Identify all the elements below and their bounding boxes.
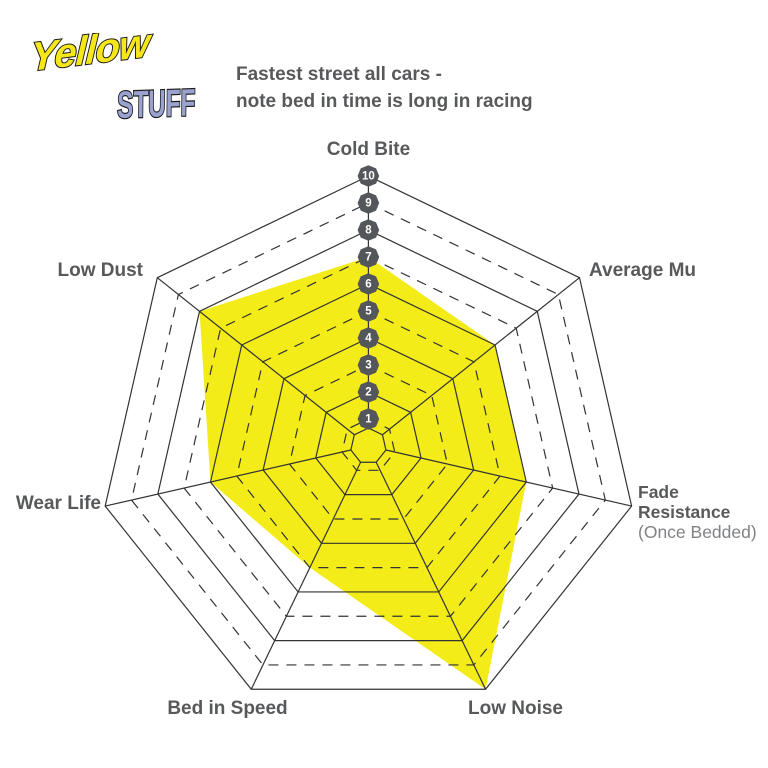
svg-text:8: 8 xyxy=(365,225,372,237)
svg-text:3: 3 xyxy=(365,360,371,372)
svg-text:2: 2 xyxy=(365,387,371,399)
svg-text:1: 1 xyxy=(365,414,372,426)
svg-text:9: 9 xyxy=(365,198,371,210)
svg-text:4: 4 xyxy=(365,333,372,345)
svg-text:7: 7 xyxy=(365,252,371,264)
svg-text:6: 6 xyxy=(365,279,371,291)
svg-text:10: 10 xyxy=(362,171,375,183)
svg-text:5: 5 xyxy=(365,306,372,318)
